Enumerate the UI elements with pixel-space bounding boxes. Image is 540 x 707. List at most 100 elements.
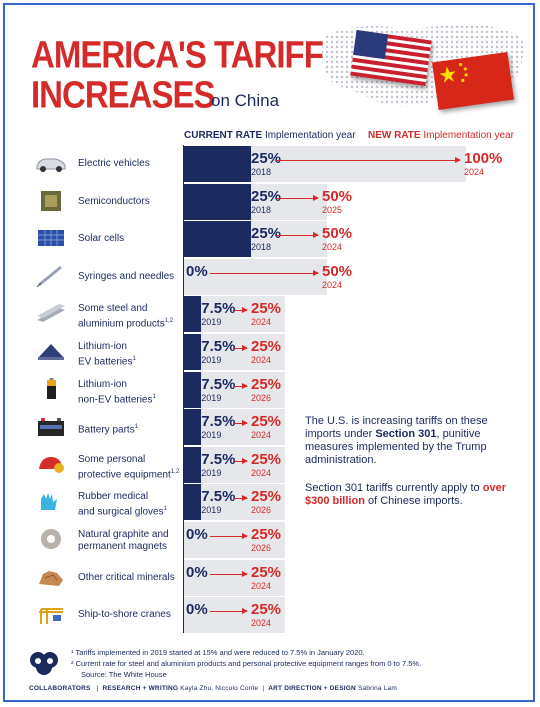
footnote-1: ¹ Tariffs implemented in 2019 started at… [71, 648, 365, 657]
rate-increase-arrow [233, 495, 248, 502]
new-rate-value: 25% [251, 450, 282, 468]
current-rate-bar [184, 146, 251, 182]
new-rate-value: 25% [251, 338, 282, 355]
current-rate-value: 0% [186, 262, 208, 280]
current-rate-value: 7.5% [201, 413, 236, 431]
new-implementation-year-label: Implementation year [423, 130, 514, 141]
rate-increase-arrow [210, 533, 248, 539]
new-rate-year: 2024 [251, 430, 272, 441]
new-rate-value: 100% [464, 150, 503, 167]
new-rate-value: 25% [251, 601, 282, 619]
rate-increase-arrow [233, 307, 248, 314]
new-rate-header: NEW RATE Implementation year [368, 130, 514, 141]
aa-battery-icon [47, 377, 56, 399]
subtitle: on China [211, 91, 280, 110]
rate-increase-arrow [210, 269, 319, 276]
new-rate-year: 2024 [322, 242, 343, 253]
current-rate-year: 2019 [201, 355, 222, 365]
current-rate-bar [184, 183, 251, 220]
chart-axis-line [183, 145, 184, 633]
category-label: Some personal protective equipment1,2 [78, 453, 180, 481]
current-rate-value: 7.5% [201, 300, 236, 318]
car-battery-icon [38, 418, 64, 437]
new-rate-year: 2024 [251, 580, 272, 591]
current-rate-bar [184, 484, 202, 521]
new-rate-value: 25% [251, 300, 282, 318]
category-label: Lithium-ion EV batteries1 [78, 341, 136, 368]
chip-icon [41, 190, 61, 211]
infographic-frame: AMERICA'S TARIFF INCREASES on China CURR… [3, 3, 535, 702]
category-label: Rubber medical and surgical gloves1 [78, 491, 167, 518]
magnet-ring-icon [41, 529, 61, 549]
new-rate-value: 25% [251, 375, 282, 393]
category-label: Syringes and needles [78, 270, 175, 282]
note-paragraph-2: Section 301 tariffs currently apply to o… [305, 482, 506, 507]
new-rate-value: 50% [322, 225, 353, 243]
new-rate-year: 2024 [322, 279, 343, 290]
minerals-icon [39, 570, 63, 586]
bar-background [184, 559, 285, 596]
new-rate-value: 25% [251, 488, 282, 506]
ev-battery-icon [38, 344, 64, 360]
china-flag-container [432, 51, 514, 111]
current-rate-year: 2018 [251, 242, 272, 253]
title-line-2: INCREASES [31, 73, 216, 116]
steel-beams-icon [37, 304, 65, 323]
credits-footer: COLLABORATORS | RESEARCH + WRITING Kayla… [29, 685, 397, 692]
solar-panel-icon [38, 230, 64, 247]
current-rate-bar [184, 409, 202, 446]
current-rate-value: 25% [251, 225, 282, 243]
category-label: Some steel and aluminium products1,2 [78, 303, 174, 330]
new-rate-year: 2026 [251, 505, 272, 516]
category-label: Lithium-ion non-EV batteries1 [78, 378, 156, 405]
current-rate-bar [184, 371, 202, 408]
category-label: Natural graphite and permanent magnets [78, 529, 169, 552]
current-rate-label: CURRENT RATE [184, 130, 263, 141]
current-rate-year: 2018 [251, 204, 272, 215]
crane-icon [39, 608, 63, 625]
current-rate-year: 2019 [201, 430, 222, 441]
new-rate-year: 2026 [251, 392, 272, 403]
current-rate-value: 0% [186, 526, 208, 543]
current-rate-header: CURRENT RATE Implementation year [184, 130, 356, 141]
rate-increase-arrow [233, 457, 248, 464]
new-rate-value: 25% [251, 526, 282, 543]
new-rate-year: 2024 [251, 618, 272, 629]
hard-hat-icon [39, 456, 64, 473]
current-rate-value: 0% [186, 563, 208, 581]
syringe-icon [36, 265, 62, 287]
new-rate-year: 2024 [464, 167, 485, 177]
new-rate-year: 2024 [251, 317, 272, 328]
category-label: Battery parts1 [78, 424, 139, 436]
current-rate-value: 7.5% [201, 488, 236, 506]
new-rate-value: 25% [251, 563, 282, 581]
new-rate-year: 2025 [322, 204, 343, 215]
us-flag-container [350, 29, 432, 87]
current-implementation-year-label: Implementation year [264, 130, 356, 141]
gloves-icon [41, 493, 57, 511]
category-label: Ship-to-shore cranes [78, 609, 171, 621]
current-rate-value: 7.5% [201, 338, 236, 355]
current-rate-bar [184, 296, 202, 333]
current-rate-year: 2019 [201, 317, 222, 328]
new-rate-value: 25% [251, 413, 282, 431]
current-rate-value: 7.5% [201, 375, 236, 393]
rate-increase-arrow [210, 570, 248, 577]
title-line-1: AMERICA'S TARIFF [31, 33, 324, 76]
source-note: Source: The White House [81, 670, 167, 679]
new-rate-value: 50% [322, 187, 353, 205]
electric-car-icon [36, 158, 66, 172]
current-rate-year: 2019 [201, 505, 222, 516]
new-rate-label: NEW RATE [368, 130, 421, 141]
rate-increase-arrow [210, 608, 248, 615]
rate-increase-arrow [233, 345, 248, 351]
category-label: Semiconductors [78, 195, 150, 207]
current-rate-value: 25% [251, 150, 282, 167]
category-label: Electric vehicles [78, 158, 150, 169]
note-paragraph-1: The U.S. is increasing tariffs on these … [305, 415, 488, 466]
category-label: Other critical minerals [78, 571, 175, 583]
bar-background [184, 522, 285, 558]
rate-increase-arrow [275, 232, 319, 239]
current-rate-year: 2019 [201, 392, 222, 403]
category-label: Solar cells [78, 233, 125, 245]
